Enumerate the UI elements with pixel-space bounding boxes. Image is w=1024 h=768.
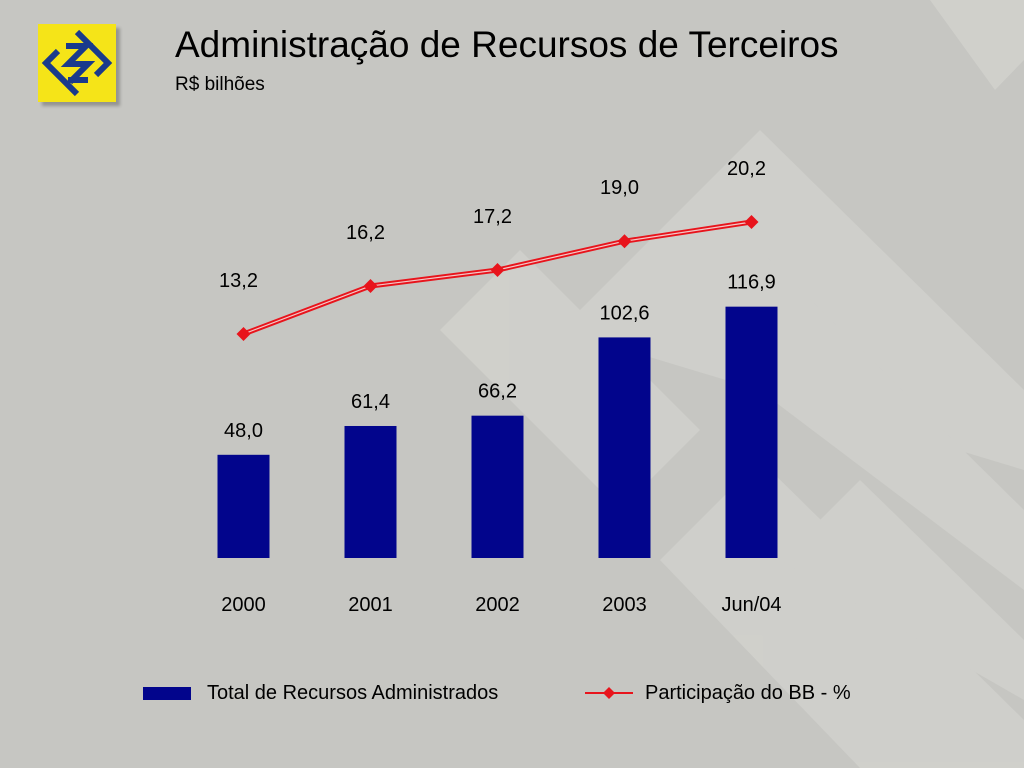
bar-value-label-4: 116,9 xyxy=(727,272,776,294)
line-marker-4 xyxy=(744,215,759,229)
page-title: Administração de Recursos de Terceiros xyxy=(175,24,839,65)
bar-value-label-3: 102,6 xyxy=(599,302,649,324)
line-value-label-4: 20,2 xyxy=(727,158,766,180)
bar-1 xyxy=(344,425,397,558)
legend-item-bars: Total de Recursos Administrados xyxy=(143,680,498,706)
legend-bar-swatch xyxy=(143,686,191,700)
line-value-label-0: 13,2 xyxy=(219,270,258,292)
line-marker-3 xyxy=(617,234,632,249)
legend-line-swatch xyxy=(585,687,633,699)
bar-value-label-1: 61,4 xyxy=(351,391,390,413)
legend-bar-label: Total de Recursos Administrados xyxy=(207,681,499,704)
bar-2 xyxy=(471,415,524,558)
bar-3 xyxy=(598,337,651,558)
category-label-3: 2003 xyxy=(602,594,647,616)
category-label-4: Jun/04 xyxy=(721,594,781,616)
line-value-label-3: 19,0 xyxy=(600,177,639,199)
line-marker-1 xyxy=(363,279,378,293)
legend-line-label: Participação do BB - % xyxy=(645,681,851,704)
bar-value-label-2: 66,2 xyxy=(478,381,517,403)
line-marker-0 xyxy=(236,327,251,341)
bar-4 xyxy=(725,306,778,558)
page-subtitle: R$ bilhões xyxy=(175,74,265,95)
line-value-label-2: 17,2 xyxy=(473,206,512,228)
legend-item-line: Participação do BB - % xyxy=(585,680,851,706)
bar-value-label-0: 48,0 xyxy=(224,420,263,442)
category-label-0: 2000 xyxy=(221,594,266,616)
category-label-1: 2001 xyxy=(348,594,393,616)
line-value-label-1: 16,2 xyxy=(346,222,385,244)
banco-do-brasil-logo-icon xyxy=(41,29,113,97)
category-label-2: 2002 xyxy=(475,594,520,616)
line-series-stroke xyxy=(242,219,752,337)
bar-0 xyxy=(217,454,270,558)
line-marker-2 xyxy=(490,263,505,277)
line-series-highlight xyxy=(243,221,752,335)
bank-logo xyxy=(38,24,116,102)
